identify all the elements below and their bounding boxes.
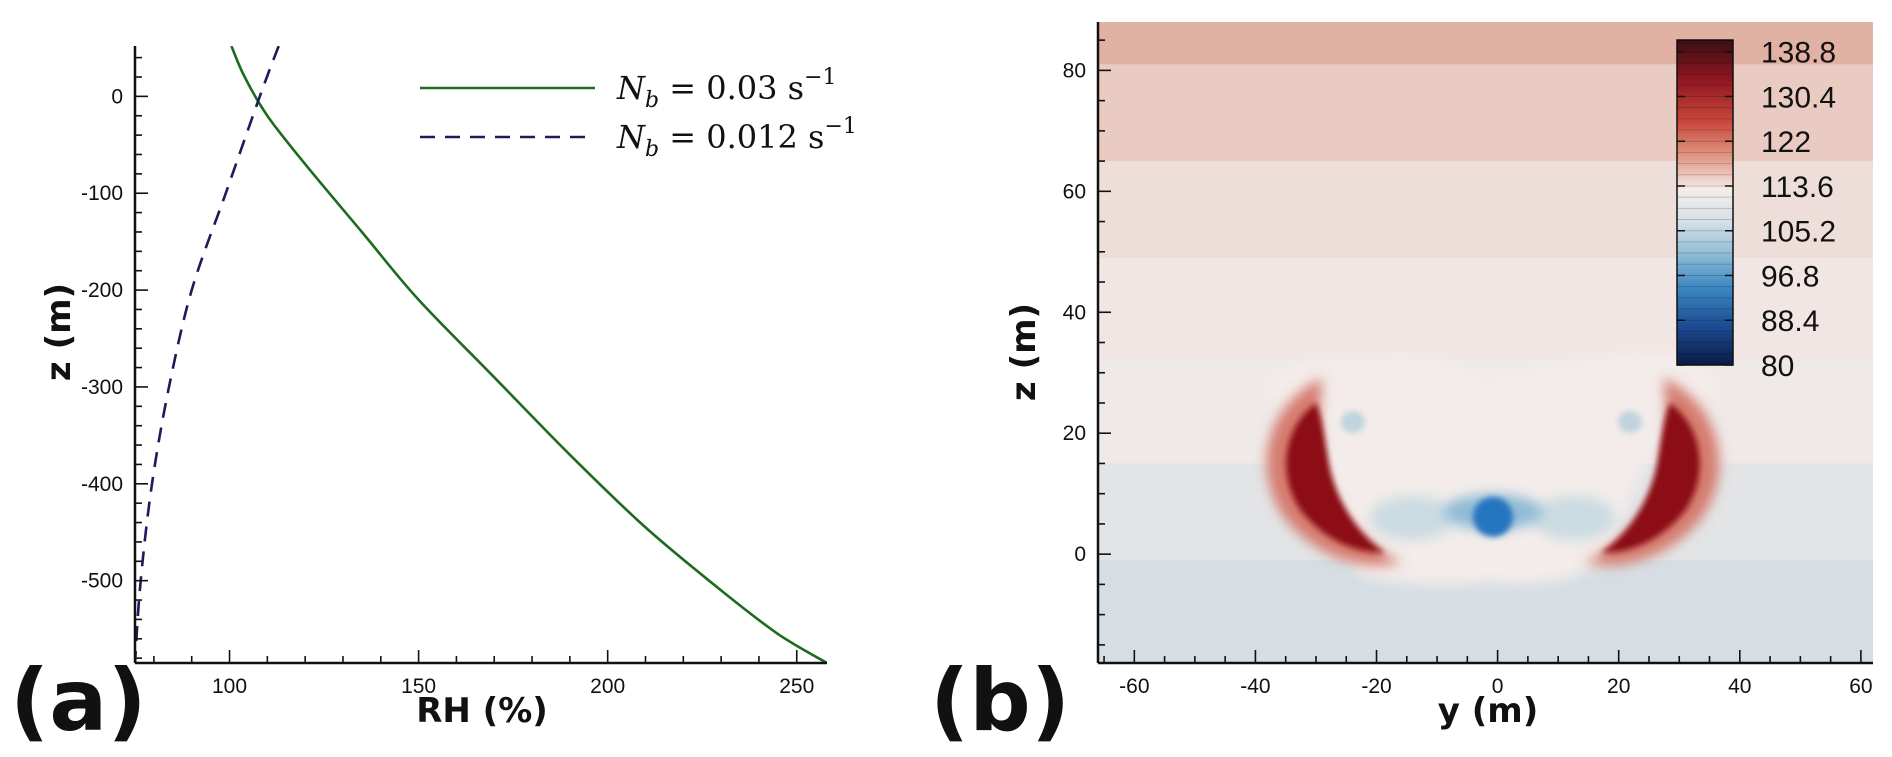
- panel-a-ticks: 100 150 200 250 0 -100 -200 -300 -400 -500: [81, 56, 814, 698]
- panel-b-y-axis-label: z (m): [1004, 303, 1044, 401]
- x-tick-label: -60: [1119, 675, 1149, 698]
- panel-b-structures: [1266, 351, 1720, 585]
- structure-small-eddy-right: [1618, 411, 1642, 433]
- colorbar-label: 130.4: [1761, 81, 1836, 114]
- x-tick-label: 150: [401, 675, 436, 698]
- panel-a-letter: (a): [10, 651, 147, 751]
- panel-b-x-axis-label: y (m): [1438, 691, 1539, 731]
- panel-b-ticks: -60 -40 -20 0 20 40 60 0 20 40 60 80: [1063, 39, 1873, 698]
- panel-a-y-axis-label: z (m): [39, 283, 79, 381]
- y-tick-label: 0: [111, 85, 123, 108]
- panel-a-series: [135, 46, 827, 663]
- colorbar: 138.8 130.4 122 113.6 105.2 96.8 88.4 80: [1676, 37, 1836, 383]
- y-tick-label: -200: [81, 279, 123, 302]
- x-tick-label: 100: [212, 675, 247, 698]
- y-tick-label: -300: [81, 376, 123, 399]
- colorbar-level-lines: [1677, 40, 1733, 366]
- legend-label-0: Nb = 0.03 s−1: [616, 65, 837, 113]
- x-tick-label: -40: [1240, 675, 1270, 698]
- y-tick-label: -400: [81, 473, 123, 496]
- panel-a-x-axis-label: RH (%): [416, 691, 548, 731]
- colorbar-labels: 138.8 130.4 122 113.6 105.2 96.8 88.4 80: [1677, 37, 1836, 383]
- y-tick-label: -100: [81, 182, 123, 205]
- series-line-0: [230, 46, 827, 663]
- background-band: [1098, 257, 1873, 362]
- vortex-right-core: [1601, 403, 1700, 553]
- x-tick-label: 200: [590, 675, 625, 698]
- series-line-1: [135, 46, 280, 663]
- colorbar-gradient: [1676, 39, 1734, 366]
- colorbar-label: 80: [1761, 350, 1794, 383]
- y-tick-label: -500: [81, 570, 123, 593]
- panel-b-field: [1098, 22, 1873, 663]
- panel-b-letter: (b): [930, 651, 1070, 751]
- structure-updraft-core: [1473, 497, 1513, 537]
- background-band: [1098, 64, 1873, 163]
- structure-lower-halo-right: [1532, 496, 1616, 540]
- y-tick-label: 60: [1063, 180, 1086, 203]
- colorbar-label: 113.6: [1761, 171, 1834, 204]
- x-tick-label: 250: [779, 675, 814, 698]
- background-band: [1098, 161, 1873, 259]
- colorbar-label: 88.4: [1761, 305, 1819, 338]
- colorbar-label: 138.8: [1761, 37, 1836, 70]
- y-tick-label: 40: [1063, 301, 1086, 324]
- y-tick-label: 80: [1063, 59, 1086, 82]
- panel-a-legend: Nb = 0.03 s−1 Nb = 0.012 s−1: [420, 65, 857, 162]
- colorbar-label: 96.8: [1761, 260, 1819, 293]
- colorbar-label: 105.2: [1761, 216, 1836, 249]
- vortex-left-core: [1286, 403, 1385, 553]
- x-tick-label: -20: [1361, 675, 1391, 698]
- colorbar-label: 122: [1761, 126, 1811, 159]
- x-tick-label: 60: [1849, 675, 1872, 698]
- x-tick-label: 40: [1728, 675, 1751, 698]
- x-tick-label: 0: [1492, 675, 1504, 698]
- legend-label-1: Nb = 0.012 s−1: [616, 114, 857, 162]
- structure-lower-halo-left: [1370, 496, 1454, 540]
- panel-a: 100 150 200 250 0 -100 -200 -300 -400 -500 Nb = 0…: [10, 46, 857, 751]
- background-band: [1098, 22, 1873, 66]
- structure-small-eddy-left: [1341, 411, 1365, 433]
- y-tick-label: 0: [1074, 543, 1086, 566]
- x-tick-label: 20: [1607, 675, 1630, 698]
- y-tick-label: 20: [1063, 422, 1086, 445]
